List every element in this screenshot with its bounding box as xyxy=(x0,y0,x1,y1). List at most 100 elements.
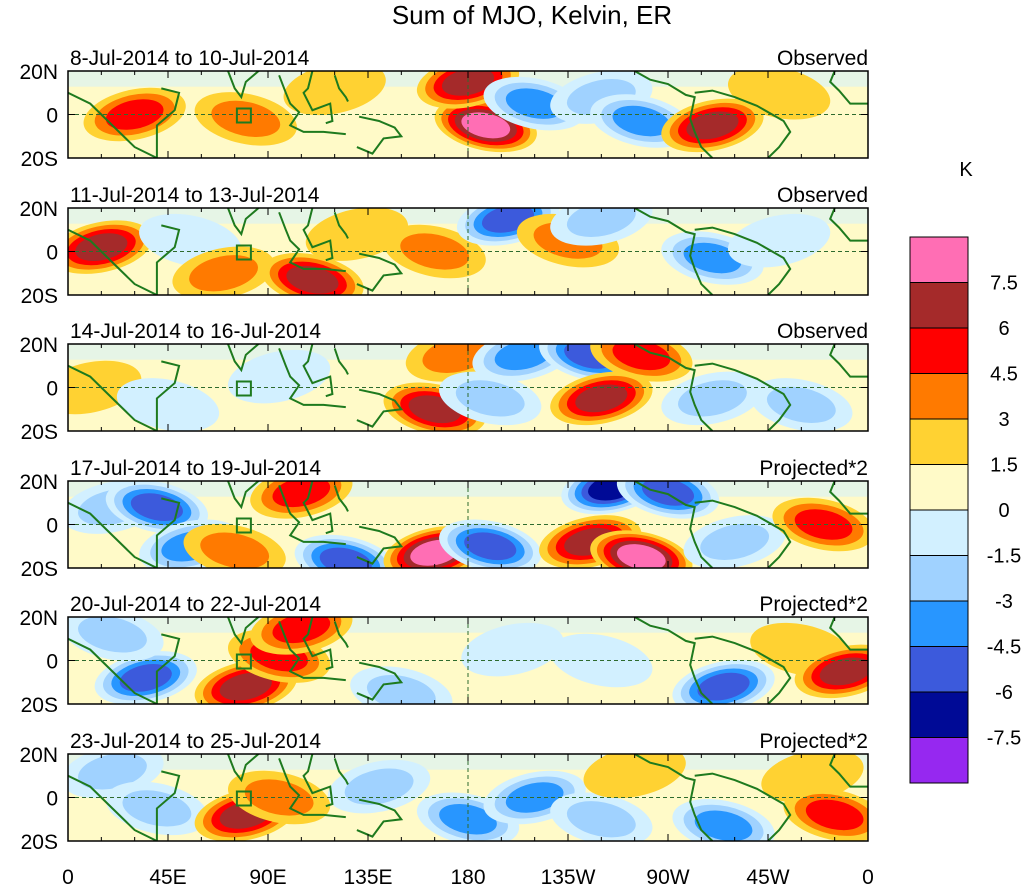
colorbar-label: 3 xyxy=(998,409,1009,431)
y-tick-label: 0 xyxy=(46,378,58,401)
coastline xyxy=(302,481,334,535)
region-box-marker xyxy=(235,790,252,807)
coastline xyxy=(356,252,404,292)
anomaly-contour xyxy=(566,801,636,838)
colorbar-swatch xyxy=(909,373,969,420)
coastline xyxy=(634,208,714,295)
anomaly-contour xyxy=(694,810,753,841)
y-tick-label: 20N xyxy=(19,744,58,767)
coastline xyxy=(829,617,868,651)
anomaly-contour xyxy=(461,622,564,677)
coastline xyxy=(155,87,181,158)
coastline xyxy=(302,344,334,398)
y-tick-label: 0 xyxy=(46,105,58,128)
coastline xyxy=(302,754,334,808)
coastline xyxy=(278,621,346,682)
anomaly-contour xyxy=(566,208,636,238)
panel-field xyxy=(68,208,868,295)
colorbar-swatch xyxy=(909,327,969,374)
colorbar-swatch xyxy=(909,600,969,647)
panel-field xyxy=(68,71,868,158)
panel-4: 20N 0 20S 17-Jul-2014 to 19-Jul-2014 Project… xyxy=(19,457,869,581)
y-tick-label: 20S xyxy=(21,558,58,581)
coastline xyxy=(694,635,792,704)
y-tick-label: 20N xyxy=(19,607,58,630)
coastline xyxy=(278,74,346,136)
y-tick-label: 0 xyxy=(46,515,58,538)
panel-label: Observed xyxy=(777,320,868,343)
x-tick-label: 0 xyxy=(862,866,874,889)
anomaly-contour xyxy=(505,88,564,119)
anomaly-contour xyxy=(727,213,831,268)
anomaly-contour xyxy=(211,100,281,138)
coastline xyxy=(694,772,792,841)
anomaly-contour xyxy=(727,71,831,120)
anomaly-contour xyxy=(616,544,666,568)
coastline xyxy=(333,621,349,648)
panel-date-range: 17-Jul-2014 to 19-Jul-2014 xyxy=(70,457,321,480)
y-tick-label: 0 xyxy=(46,651,58,674)
coastline xyxy=(356,525,404,565)
anomaly-contour xyxy=(819,657,868,686)
coastline xyxy=(227,71,261,100)
coastline xyxy=(155,770,181,841)
x-tick-label: 90W xyxy=(646,866,689,889)
y-tick-label: 20N xyxy=(19,334,58,357)
region-box-marker xyxy=(235,380,252,397)
panel-date-range: 14-Jul-2014 to 16-Jul-2014 xyxy=(70,320,321,343)
anomaly-contour xyxy=(286,265,339,294)
coastline xyxy=(278,485,346,546)
coastline xyxy=(829,481,868,515)
colorbar-label: -1.5 xyxy=(987,546,1021,568)
coastline xyxy=(333,758,349,785)
panel-date-range: 8-Jul-2014 to 10-Jul-2014 xyxy=(70,47,310,70)
x-tick-label: 135W xyxy=(541,866,596,889)
coastline xyxy=(68,774,158,841)
region-box-marker xyxy=(235,244,252,261)
x-tick-label: 45W xyxy=(746,866,789,889)
y-tick-label: 20S xyxy=(21,148,58,171)
panel-6: 20N 0 20S 23-Jul-2014 to 25-Jul-2014 Project… xyxy=(19,730,869,854)
coastline xyxy=(68,364,158,431)
coastline xyxy=(155,360,181,431)
coastline xyxy=(829,71,868,105)
panel-1: 20N 0 20S 8-Jul-2014 to 10-Jul-2014 Observed xyxy=(19,47,869,171)
y-tick-label: 20S xyxy=(21,285,58,308)
colorbar-label: 1.5 xyxy=(990,455,1018,477)
anomaly-contour xyxy=(461,112,511,139)
y-tick-label: 20N xyxy=(19,61,58,84)
coastline xyxy=(634,71,714,158)
coastline xyxy=(227,754,261,783)
y-tick-label: 20S xyxy=(21,694,58,717)
colorbar-label: -3 xyxy=(995,591,1013,613)
colorbar-swatch xyxy=(909,282,969,329)
anomaly-contour xyxy=(272,617,331,644)
y-tick-label: 0 xyxy=(46,242,58,265)
coastline xyxy=(68,91,158,158)
coastline xyxy=(333,348,349,375)
anomaly-contour xyxy=(641,481,695,506)
anomaly-contour xyxy=(805,799,864,831)
coastline xyxy=(227,344,261,373)
panel-label: Projected*2 xyxy=(759,457,868,480)
panel-date-range: 11-Jul-2014 to 13-Jul-2014 xyxy=(70,184,320,207)
coastline xyxy=(227,481,261,510)
y-tick-label: 20N xyxy=(19,471,58,494)
chart-title: Sum of MJO, Kelvin, ER xyxy=(392,0,672,30)
panel-label: Projected*2 xyxy=(759,593,868,616)
x-tick-label: 180 xyxy=(450,866,485,889)
coastline xyxy=(829,754,868,788)
y-tick-label: 20S xyxy=(21,831,58,854)
anomaly-contour xyxy=(494,344,553,371)
panel-label: Projected*2 xyxy=(759,730,868,753)
y-tick-label: 0 xyxy=(46,788,58,811)
colorbar-swatch xyxy=(909,464,969,511)
coastline xyxy=(278,758,346,819)
y-tick-label: 20N xyxy=(19,198,58,221)
anomaly-contour xyxy=(464,532,517,561)
anomaly-contour xyxy=(683,242,742,274)
colorbar-swatch xyxy=(909,555,969,602)
coastline xyxy=(333,74,349,102)
anomaly-contour xyxy=(227,349,331,404)
